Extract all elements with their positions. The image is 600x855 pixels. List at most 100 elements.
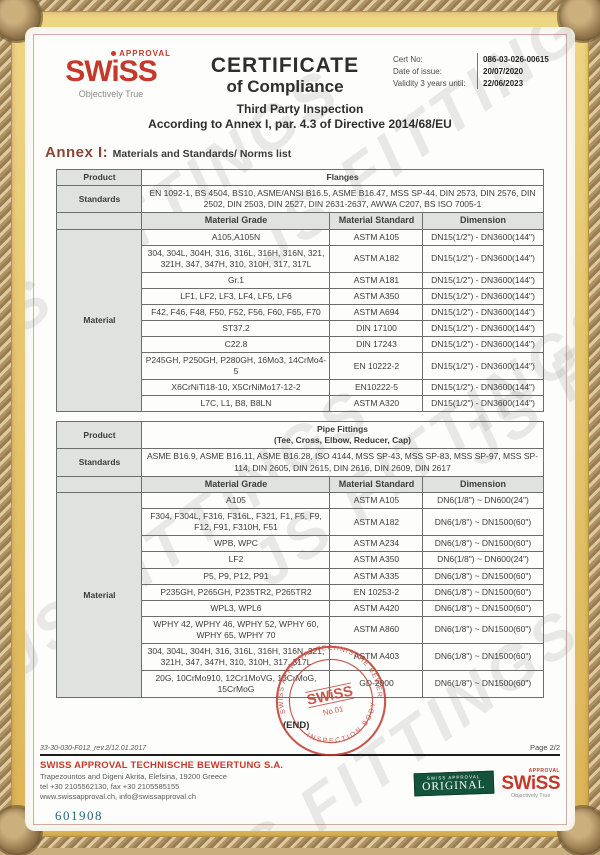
grade-cell: A105 bbox=[141, 492, 331, 510]
issue-date-row: Date of issue: 20/07/2020 bbox=[393, 65, 561, 77]
logo-brand: SWiSS bbox=[65, 55, 157, 88]
standard-cell: ASTM A182 bbox=[329, 508, 424, 537]
footer-main: SWISS APPROVAL TECHNISCHE BEWERTUNG S.A.… bbox=[40, 760, 560, 802]
standard-cell: EN 10222-2 bbox=[329, 352, 424, 381]
cert-no-label: Cert No: bbox=[393, 54, 423, 64]
cert-no-row: Cert No: 086-03-026-00615 bbox=[393, 53, 561, 65]
product-value: Flanges bbox=[326, 172, 359, 182]
validity-label: Validity 3 years until: bbox=[393, 78, 466, 88]
standards-label-cell: Standards bbox=[56, 448, 143, 477]
standard-cell: ASTM A420 bbox=[329, 599, 424, 617]
standard-cell: ASTM A181 bbox=[329, 271, 424, 290]
grade-cell: LF2 bbox=[141, 551, 331, 569]
standard-cell: ASTM A694 bbox=[329, 304, 424, 322]
validity-value: 22/06/2023 bbox=[477, 77, 561, 89]
page-number: Page 2/2 bbox=[529, 743, 560, 752]
material-row: 304, 304L, 304H, 316, 316L, 316H, 316N, … bbox=[57, 244, 544, 273]
standard-cell: DIN 17100 bbox=[329, 320, 424, 338]
footer-rule bbox=[40, 754, 560, 756]
certificate-title-line2: of Compliance bbox=[226, 77, 344, 97]
product-value-cell: Flanges bbox=[141, 168, 544, 187]
logo-tagline: Objectively True bbox=[78, 89, 144, 99]
footer-swiss-logo: APPROVAL SWiSS Objectively True bbox=[501, 768, 560, 799]
original-stamp-text: ORIGINAL bbox=[421, 778, 486, 793]
grade-cell: X6CrNiTi18-10, X5CrNiMo17-12-2 bbox=[141, 379, 331, 397]
standards-label-cell: Standards bbox=[56, 185, 143, 214]
title-block: CERTIFICATE of Compliance bbox=[177, 49, 393, 97]
material-row: 20G, 10CrMo910, 12Cr1MoVG, 15CrMoG, 15Cr… bbox=[57, 669, 544, 698]
col-dimension: Dimension bbox=[422, 212, 544, 230]
swiss-approval-stamp: SWISS APPROVAL TECHNISCHE BEWERTUNG INSP… bbox=[262, 632, 387, 757]
web-line: www.swissapproval.ch, info@swissapproval… bbox=[40, 792, 197, 802]
standard-cell: ASTM A350 bbox=[329, 288, 424, 306]
footer-logo-approval: APPROVAL bbox=[528, 767, 560, 774]
footer: 33-30-030-F012_rev.2/12.01.2017 Page 2/2… bbox=[40, 743, 560, 802]
standards-row: Standards EN 1092-1, BS 4504, BS10, ASME… bbox=[56, 185, 544, 214]
product-label-cell: Product bbox=[56, 168, 143, 187]
header: APPROVAL SWiSS Objectively True CERTIFIC… bbox=[25, 27, 575, 99]
material-row: X6CrNiTi18-10, X5CrNiMo17-12-2 EN10222-5 D… bbox=[57, 379, 544, 397]
product-value-cell: Pipe Fittings (Tee, Cross, Elbow, Reduce… bbox=[141, 421, 544, 450]
standard-cell: DIN 17243 bbox=[329, 336, 424, 354]
standard-cell: ASTM A182 bbox=[329, 244, 424, 273]
standard-cell: ASTM A234 bbox=[329, 535, 424, 553]
grade-cell: WPHY 42, WPHY 46, WPHY 52, WPHY 60, WPHY… bbox=[141, 615, 331, 644]
material-row: C22.8 DIN 17243 DN15(1/2") - DN3600(144") bbox=[57, 336, 544, 354]
dimension-cell: DN15(1/2") - DN3600(144") bbox=[422, 379, 544, 397]
flanges-table: Product Flanges Standards EN 1092-1, BS … bbox=[56, 168, 544, 413]
issue-date-label: Date of issue: bbox=[393, 66, 442, 76]
material-row: L7C, L1, B8, B8LN ASTM A320 DN15(1/2") - D… bbox=[57, 395, 544, 413]
dimension-cell: DN6(1/8") ~ DN1500(60") bbox=[422, 599, 544, 617]
material-row: LF1, LF2, LF3, LF4, LF5, LF6 ASTM A350 DN1… bbox=[57, 288, 544, 306]
dimension-cell: DN15(1/2") - DN3600(144") bbox=[422, 395, 544, 413]
grade-cell: WPL3, WPL6 bbox=[141, 599, 331, 617]
footer-company-block: SWISS APPROVAL TECHNISCHE BEWERTUNG S.A.… bbox=[40, 760, 283, 802]
third-party-inspection-line: Third Party Inspection bbox=[236, 102, 364, 116]
end-marker: (END) bbox=[283, 720, 310, 731]
col-material-standard: Material Standard bbox=[329, 475, 424, 494]
dimension-cell: DN6(1/8") ~ DN1500(60") bbox=[422, 642, 544, 671]
dimension-cell: DN15(1/2") - DN3600(144") bbox=[422, 336, 544, 354]
product-row: Product Pipe Fittings (Tee, Cross, Elbow… bbox=[56, 421, 544, 450]
column-header-row: Material Grade Material Standard Dimensi… bbox=[56, 475, 544, 494]
logo-approval-line: APPROVAL bbox=[45, 49, 177, 58]
standard-cell: ASTM A105 bbox=[329, 228, 424, 246]
dimension-cell: DN15(1/2") - DN3600(144") bbox=[422, 244, 544, 273]
product-value: Pipe Fittings bbox=[317, 424, 368, 435]
empty-header-cell bbox=[56, 475, 143, 494]
annex-heading: Annex I: Materials and Standards/ Norms … bbox=[25, 131, 575, 162]
standard-cell: ASTM A105 bbox=[329, 492, 424, 510]
dimension-cell: DN6(1/8") ~ DN1500(60") bbox=[422, 508, 544, 537]
stamp-number: No.01 bbox=[322, 704, 344, 717]
grade-cell: P5, P9, P12, P91 bbox=[141, 567, 331, 585]
grade-cell: ST37.2 bbox=[141, 320, 331, 338]
dimension-cell: DN6(1/8") ~ DN1500(60") bbox=[422, 669, 544, 698]
standard-cell: EN10222-5 bbox=[329, 379, 424, 397]
grade-cell: F42, F46, F48, F50, F52, F56, F60, F65, … bbox=[141, 304, 331, 322]
column-header-row: Material Grade Material Standard Dimensi… bbox=[56, 212, 544, 230]
standard-cell: ASTM A320 bbox=[329, 395, 424, 413]
certificate-content: APPROVAL SWiSS Objectively True CERTIFIC… bbox=[25, 27, 575, 831]
dimension-cell: DN6(1/8") ~ DN1500(60") bbox=[422, 583, 544, 601]
grade-cell: C22.8 bbox=[141, 336, 331, 354]
approval-dot-icon bbox=[111, 51, 117, 57]
original-stamp: SWISS APPROVAL ORIGINAL bbox=[413, 770, 494, 797]
dimension-cell: DN6(1/8") ~ DN600(24") bbox=[422, 492, 544, 510]
tel-line: tel +30 2105562130, fax +30 2105585155 bbox=[40, 782, 180, 792]
certificate-title: CERTIFICATE bbox=[210, 54, 360, 77]
serial-number: 601908 bbox=[55, 808, 103, 823]
standard-cell: ASTM A350 bbox=[329, 551, 424, 569]
dimension-cell: DN15(1/2") - DN3600(144") bbox=[422, 320, 544, 338]
address-line: Trapezountos and Digeni Akrita, Elefsina… bbox=[40, 772, 227, 781]
stamp-brand: SWiSS bbox=[306, 683, 355, 708]
material-row: LF2 ASTM A350 DN6(1/8") ~ DN600(24") bbox=[57, 551, 544, 569]
grade-cell: A105,A105N bbox=[141, 228, 331, 246]
grade-cell: Gr.1 bbox=[141, 271, 331, 290]
dimension-cell: DN15(1/2") - DN3600(144") bbox=[422, 271, 544, 290]
empty-header-cell bbox=[56, 212, 143, 230]
standard-cell: ASTM A403 bbox=[329, 642, 424, 671]
grade-cell: F304, F304L, F316, F316L, F321, F1, F5, … bbox=[141, 508, 331, 537]
standards-value-cell: ASME B16.9, ASME B16.11, ASME B16.28, IS… bbox=[141, 448, 544, 477]
cert-info-box: Cert No: 086-03-026-00615 Date of issue:… bbox=[393, 53, 561, 89]
dimension-cell: DN15(1/2") - DN3600(144") bbox=[422, 228, 544, 246]
